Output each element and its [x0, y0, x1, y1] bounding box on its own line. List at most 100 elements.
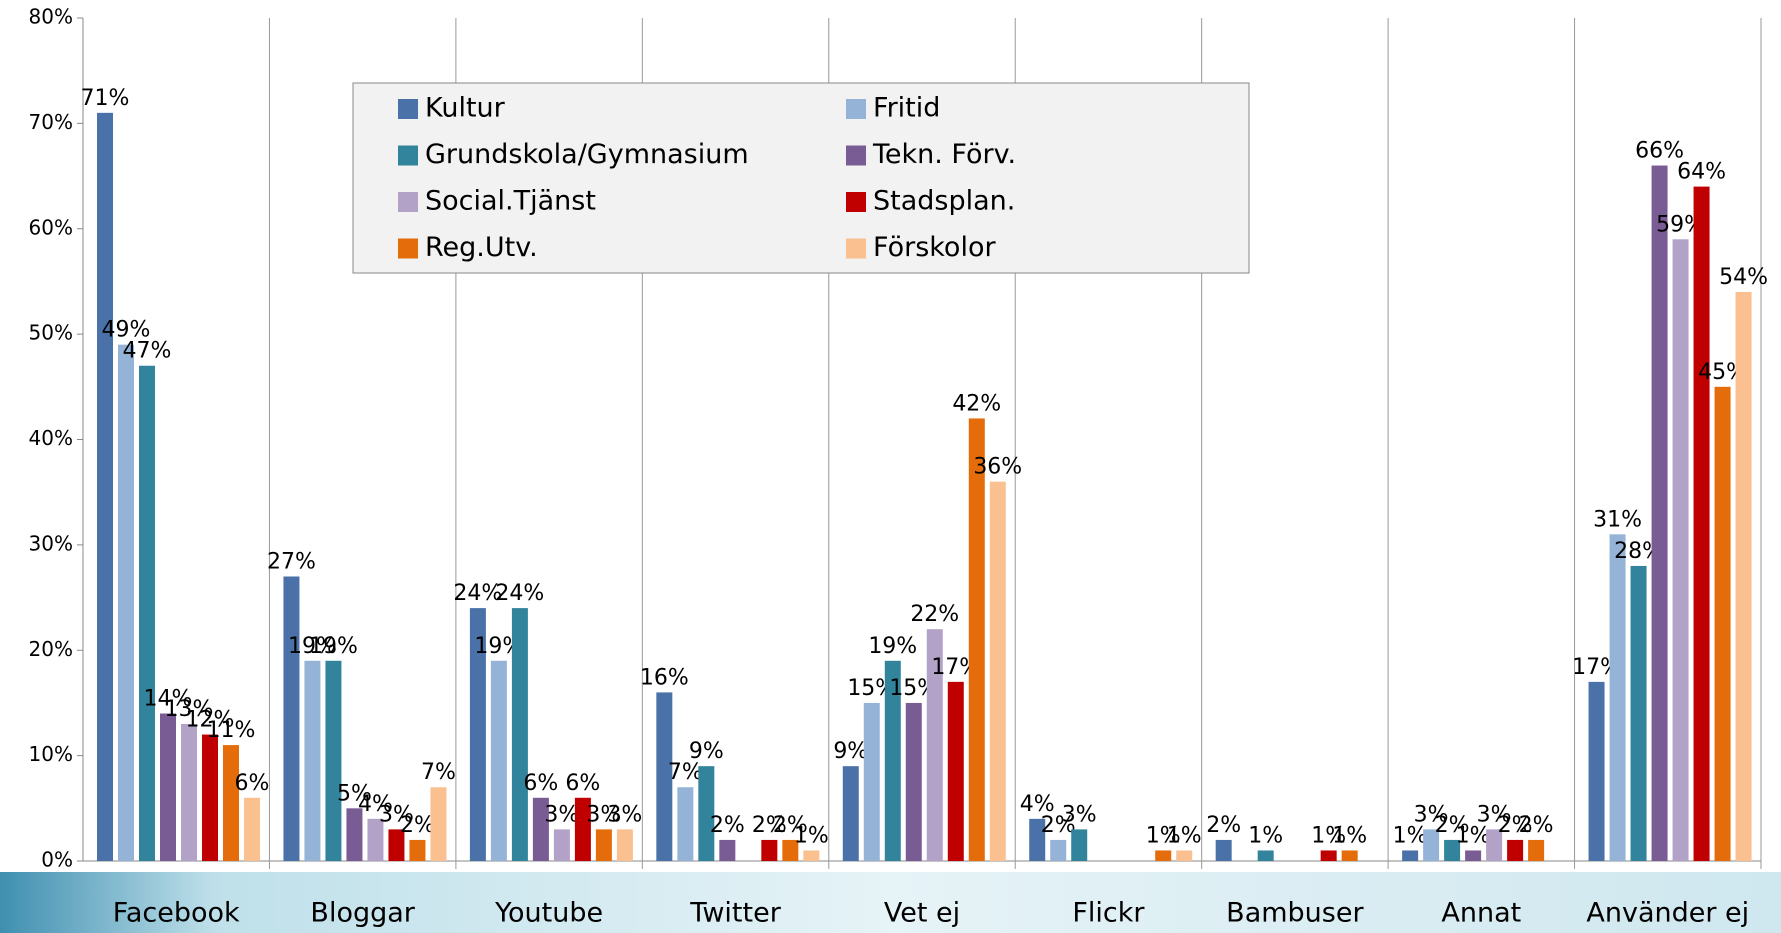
bar	[139, 365, 155, 861]
data-label: 9%	[689, 739, 724, 764]
data-label: 7%	[668, 760, 703, 785]
legend-label: Tekn. Förv.	[872, 139, 1016, 170]
y-tick-label: 40%	[29, 426, 73, 450]
data-label: 24%	[453, 581, 502, 606]
legend-label: Grundskola/Gymnasium	[425, 139, 749, 170]
x-tick-label: Vet ej	[884, 898, 960, 929]
y-tick-label: 20%	[29, 637, 73, 661]
bar	[325, 660, 342, 861]
x-tick-label: Bloggar	[310, 898, 415, 929]
bar	[1320, 850, 1337, 861]
bar	[202, 734, 218, 861]
footer-band	[0, 872, 1781, 933]
bar	[677, 787, 694, 861]
y-tick-label: 10%	[29, 742, 73, 766]
legend-swatch	[846, 99, 866, 119]
bar	[1651, 165, 1668, 861]
data-label: 1%	[1248, 823, 1283, 848]
legend-swatch	[398, 192, 418, 212]
bar	[698, 766, 715, 861]
data-label: 2%	[773, 813, 808, 838]
bar	[1609, 534, 1626, 861]
bar	[223, 745, 239, 861]
bar	[595, 829, 612, 861]
data-label: 3%	[1477, 802, 1512, 827]
bar	[367, 818, 384, 861]
legend-swatch	[846, 238, 866, 259]
data-label: 19%	[309, 634, 358, 659]
legend-label: Förskolor	[873, 232, 996, 263]
bar	[1714, 386, 1731, 861]
bar	[553, 829, 570, 861]
legend-swatch	[846, 145, 866, 166]
bar	[656, 692, 673, 861]
bar	[181, 724, 197, 861]
bar	[1444, 839, 1461, 861]
legend-label: Social.Tjänst	[425, 186, 596, 217]
bar	[1507, 839, 1524, 861]
bar	[1588, 681, 1605, 861]
data-label: 3%	[1062, 802, 1097, 827]
y-tick-label: 50%	[29, 321, 73, 345]
data-label: 1%	[1456, 823, 1491, 848]
legend-label: Fritid	[873, 93, 940, 124]
data-label: 2%	[710, 813, 745, 838]
data-label: 11%	[207, 718, 256, 743]
bar	[532, 797, 549, 861]
legend-box	[352, 82, 1250, 274]
bar	[884, 660, 901, 861]
bar	[1155, 850, 1172, 861]
bar	[1050, 839, 1067, 861]
y-tick-label: 30%	[29, 531, 73, 555]
bar	[782, 839, 799, 861]
bar	[761, 839, 778, 861]
bar	[803, 850, 820, 861]
bar	[283, 576, 300, 861]
legend-label: Reg.Utv.	[425, 232, 538, 263]
legend-swatch	[846, 192, 866, 212]
y-tick-label: 60%	[29, 215, 73, 239]
data-label: 13%	[165, 697, 214, 722]
legend: Kultur Fritid Grundskola/Gymnasium Tekn. Fö…	[398, 93, 1016, 263]
bar	[968, 418, 985, 861]
data-label: 1%	[794, 823, 829, 848]
bar	[574, 797, 591, 861]
data-label: 2%	[1519, 813, 1554, 838]
bar	[409, 839, 426, 861]
data-label: 1%	[1146, 823, 1181, 848]
data-label: 19%	[288, 634, 337, 659]
bar	[905, 702, 922, 861]
data-label: 47%	[123, 339, 172, 364]
bar	[430, 787, 447, 861]
data-label: 6%	[235, 771, 270, 796]
x-tick-label: Bambuser	[1226, 898, 1364, 929]
bar	[1071, 829, 1088, 861]
data-label: 2%	[1498, 813, 1533, 838]
data-label: 36%	[973, 455, 1022, 480]
legend-swatch	[398, 99, 418, 119]
y-tick-label: 80%	[29, 5, 73, 29]
data-label: 1%	[1393, 823, 1428, 848]
data-label: 24%	[495, 581, 544, 606]
y-tick-label: 70%	[29, 110, 73, 134]
data-label: 3%	[1414, 802, 1449, 827]
bar	[97, 112, 113, 861]
bar	[160, 713, 176, 861]
data-label: 2%	[1435, 813, 1470, 838]
data-label: 1%	[1311, 823, 1346, 848]
data-label: 16%	[640, 665, 689, 690]
bar	[511, 608, 528, 861]
data-label: 31%	[1593, 507, 1642, 532]
bar	[1486, 829, 1503, 861]
bar	[244, 797, 260, 861]
bar	[842, 766, 859, 861]
bar	[926, 629, 943, 861]
plot: 0% 10% 20% 30% 40% 50% 60% 70% 80% Facebook 71% 49%…	[29, 5, 1768, 929]
bar	[388, 829, 405, 861]
data-label: 3%	[379, 802, 414, 827]
data-label: 4%	[1020, 792, 1055, 817]
bar	[346, 808, 363, 861]
legend-swatch	[398, 145, 418, 166]
data-label: 7%	[421, 760, 456, 785]
legend-swatch	[398, 238, 418, 259]
